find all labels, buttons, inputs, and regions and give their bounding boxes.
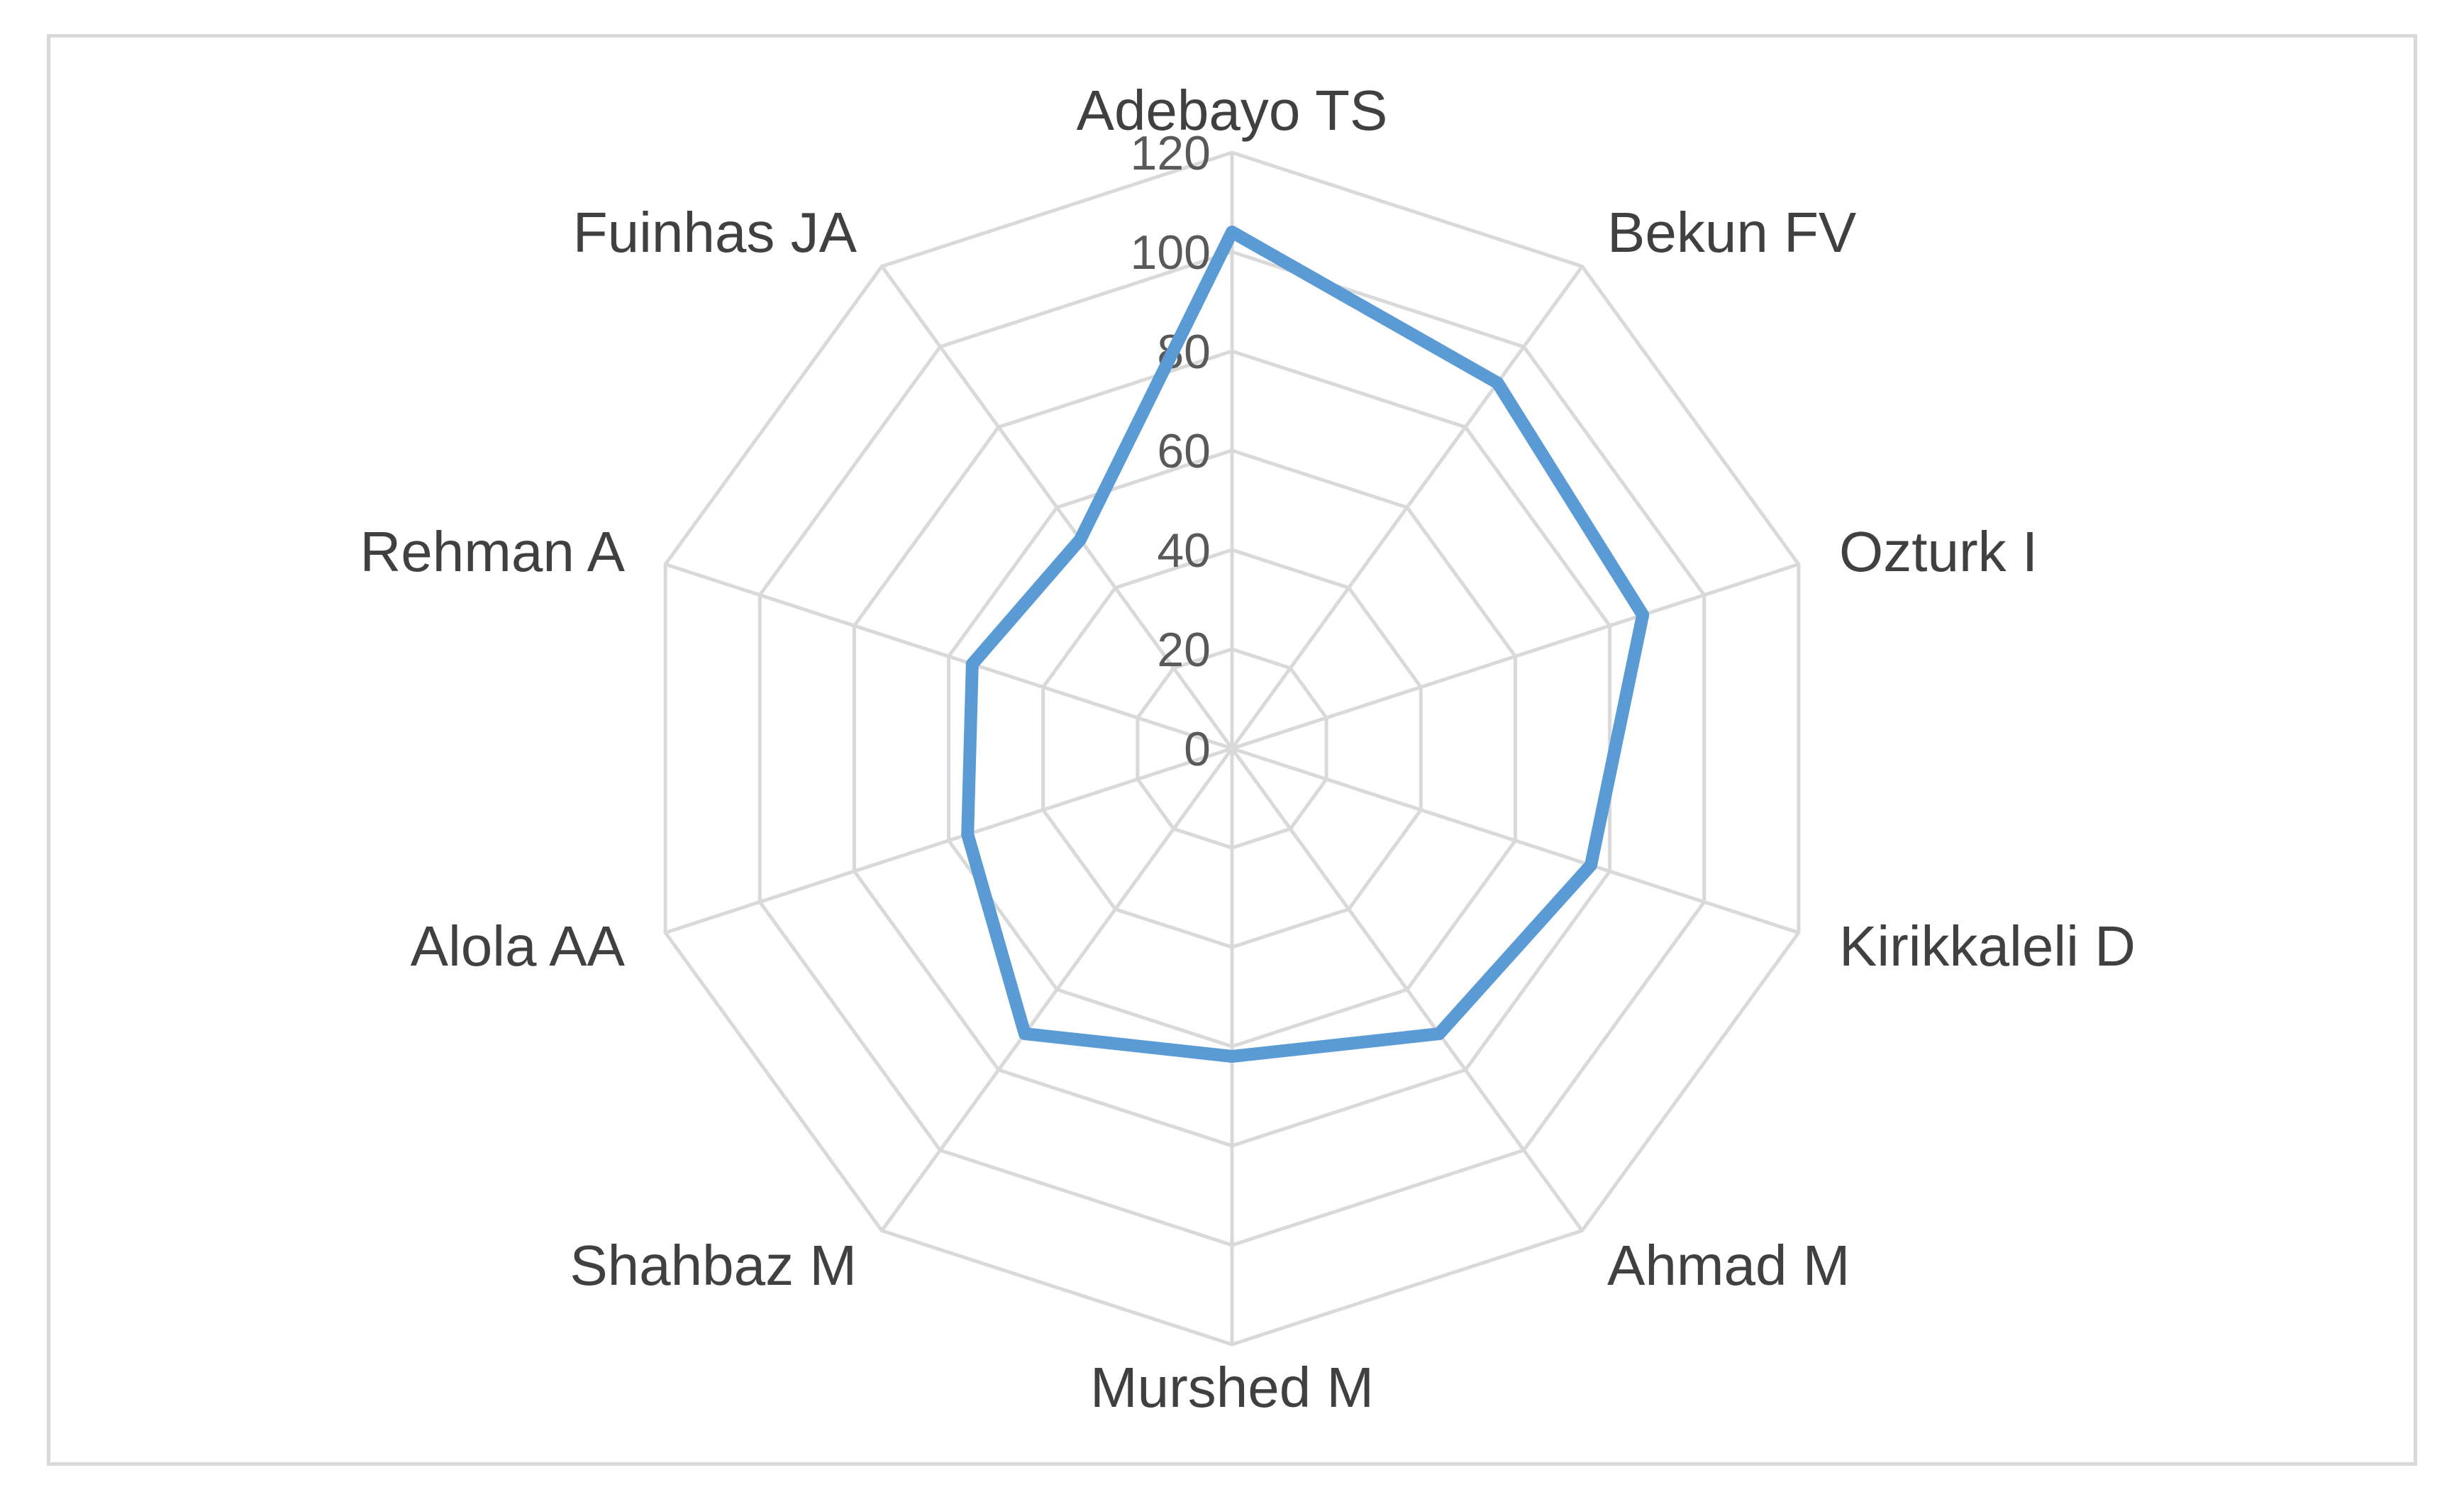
tick-label: 60 (1157, 424, 1211, 478)
tick-label: 0 (1184, 722, 1211, 776)
category-label: Rehman A (360, 520, 625, 583)
category-label: Ahmad M (1607, 1234, 1850, 1297)
category-label: Ozturk I (1839, 520, 2038, 583)
axis-spoke (1231, 746, 1799, 934)
category-labels: Adebayo TS Bekun FV Ozturk I Kirikkaleli D A… (360, 79, 2135, 1419)
axis-spoke (1230, 747, 1584, 1232)
category-label: Fuinhas JA (573, 201, 858, 264)
series-layer (961, 226, 1650, 1063)
category-label: Alola AA (411, 914, 626, 978)
axis-spoke (665, 746, 1233, 934)
axis-spoke (880, 747, 1234, 1232)
category-label: Shahbaz M (570, 1234, 857, 1297)
axis-spoke (1231, 563, 1799, 751)
tick-label: 120 (1131, 126, 1211, 180)
category-label: Bekun FV (1607, 201, 1857, 264)
category-label: Kirikkaleli D (1839, 914, 2136, 978)
category-label: Murshed M (1090, 1356, 1374, 1419)
series-line (961, 226, 1650, 1063)
tick-label: 20 (1157, 623, 1211, 677)
tick-label: 100 (1131, 226, 1211, 280)
radar-axes (665, 153, 1799, 1344)
axis-spoke (880, 265, 1234, 750)
tick-label: 40 (1157, 524, 1211, 578)
axis-spoke (665, 563, 1233, 751)
category-label: Adebayo TS (1077, 79, 1388, 142)
axis-spoke (1230, 265, 1584, 750)
